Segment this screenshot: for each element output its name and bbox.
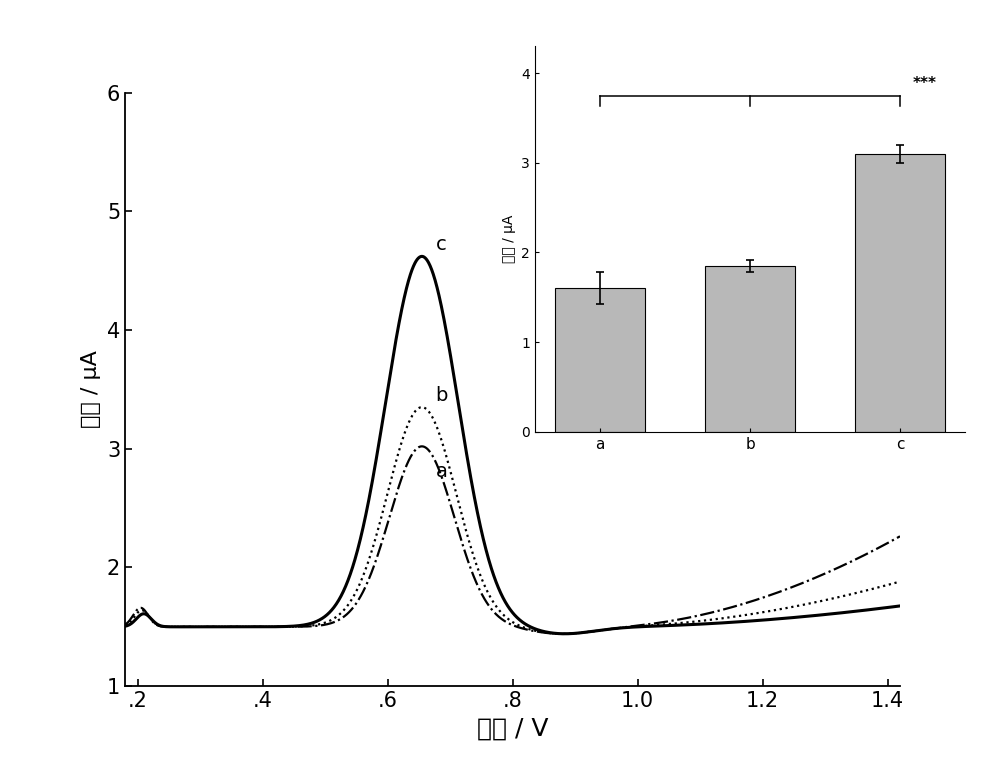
Text: ***: *** (912, 76, 936, 91)
Text: a: a (436, 462, 448, 481)
Text: c: c (436, 235, 446, 254)
Bar (555, 288, 645, 432)
Bar (705, 266, 795, 432)
Bar (855, 154, 945, 432)
Text: b: b (436, 386, 448, 405)
X-axis label: 电压 / V: 电压 / V (477, 716, 548, 741)
Y-axis label: 电流 / μA: 电流 / μA (502, 215, 516, 263)
Y-axis label: 电流 / μA: 电流 / μA (81, 350, 101, 429)
